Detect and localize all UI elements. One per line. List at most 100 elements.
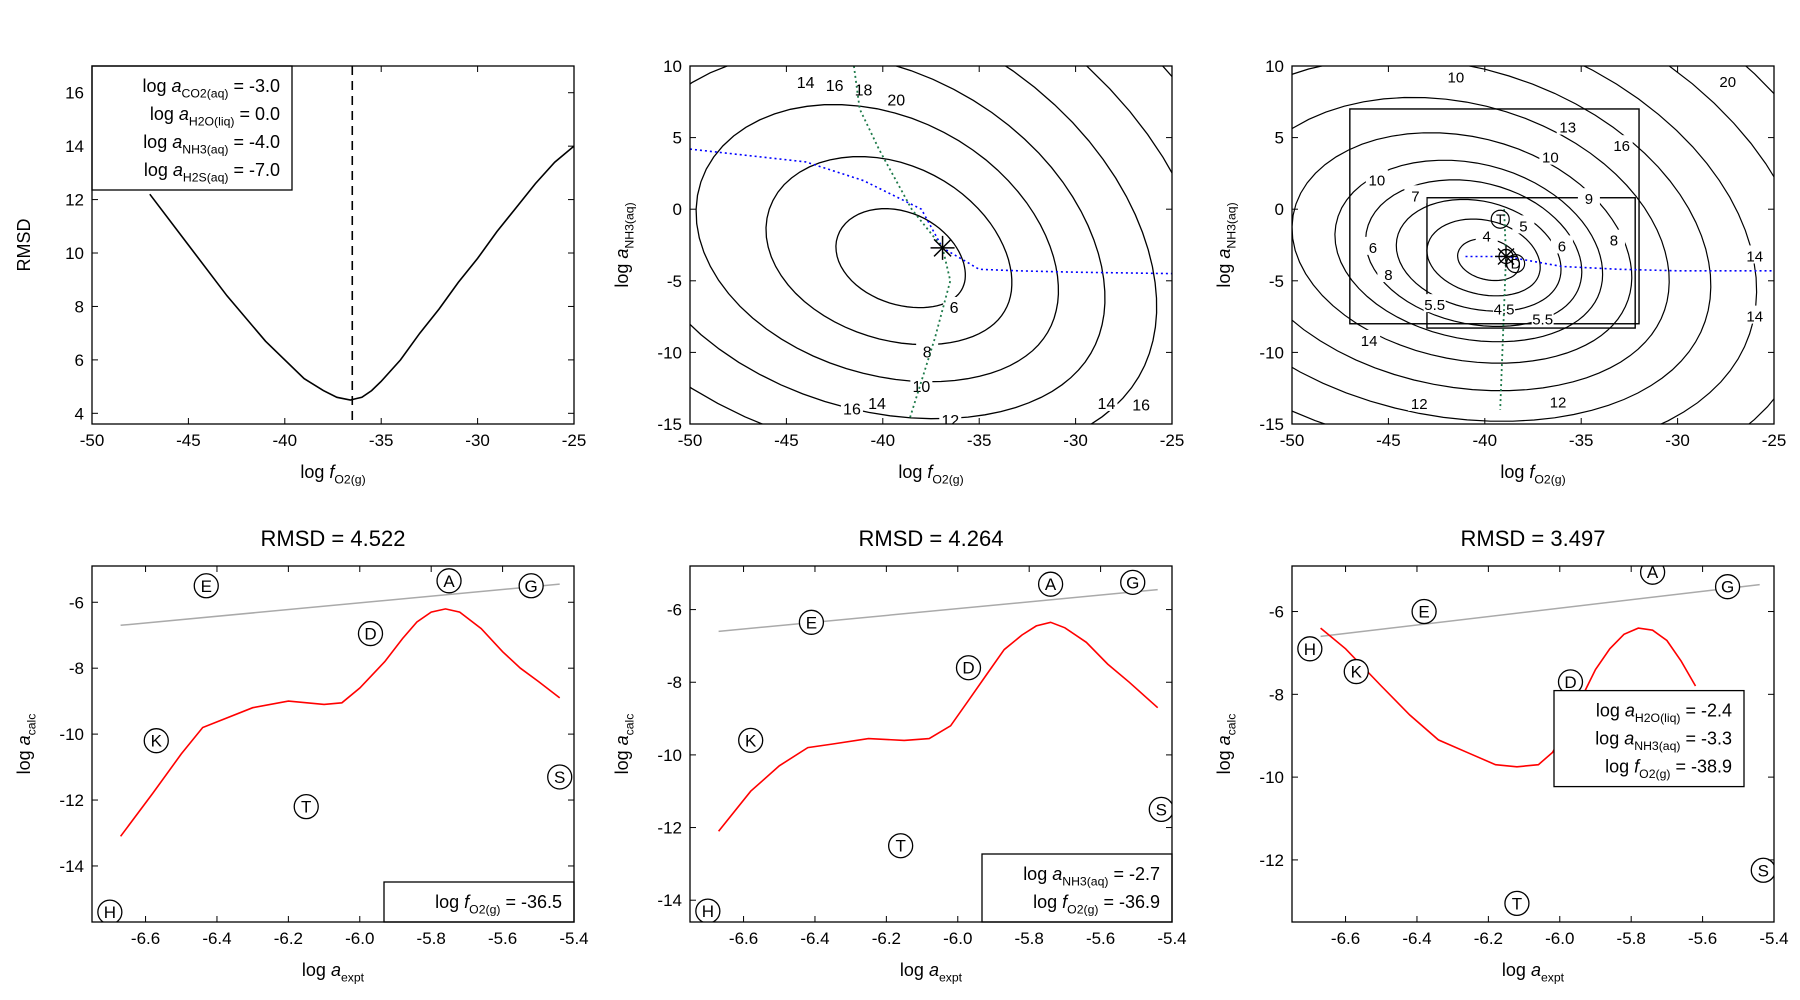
point-marker xyxy=(547,764,573,790)
point-label: K xyxy=(745,731,757,750)
x-tick-label: -6.0 xyxy=(943,929,972,948)
contour-label-bg xyxy=(823,75,846,94)
point-label: G xyxy=(1126,573,1139,592)
contour-label: 16 xyxy=(826,78,844,95)
x-axis-label: log aexpt xyxy=(1502,960,1565,984)
x-tick-label: -6.4 xyxy=(202,929,231,948)
point-marker xyxy=(738,727,764,754)
point-marker xyxy=(798,609,825,635)
point-label: D xyxy=(1564,673,1576,692)
point-label: S xyxy=(1758,861,1769,880)
blue-path xyxy=(690,148,1172,275)
x-tick-label: -45 xyxy=(176,431,201,450)
y-tick-label: -6 xyxy=(69,593,84,612)
contour-label-bg xyxy=(1610,135,1633,154)
x-tick-label: -5.4 xyxy=(559,929,588,948)
point-label: G xyxy=(1721,578,1734,597)
point-label: E xyxy=(201,577,212,596)
y-tick-label: 0 xyxy=(1275,200,1284,219)
point-label: E xyxy=(1418,603,1429,622)
axis-ticks: -50 -45 -40 -35 -30 -25 4 6 8 10 12 14 16 xyxy=(65,66,586,450)
legend-box xyxy=(1553,689,1745,788)
contour-line xyxy=(1395,198,1562,312)
contour-label-bg xyxy=(1095,392,1118,411)
contour-label-bg xyxy=(1550,235,1573,254)
contour-label: 7 xyxy=(1411,188,1419,205)
axis-ticks: -6.6 -6.4 -6.2 -6.0 -5.8 -5.6 -5.4 -12 -10 -8 -6 xyxy=(1259,566,1789,948)
legend-entry: log aNH3(aq) = -3.3 xyxy=(1595,729,1732,753)
point-marker xyxy=(955,655,982,681)
point-label: T xyxy=(895,837,905,856)
contour-label: 16 xyxy=(843,402,861,419)
y-tick-label: -14 xyxy=(59,857,84,876)
contour-label-bg xyxy=(1404,185,1427,204)
y-axis-label: log acalc xyxy=(1214,714,1238,775)
contour-label-bg xyxy=(885,89,908,108)
x-tick-label: -5.4 xyxy=(1157,929,1186,948)
y-tick-label: -12 xyxy=(59,791,84,810)
y-axis-label-group: RMSD xyxy=(14,219,34,272)
green-path xyxy=(853,66,952,419)
plot-frame xyxy=(689,65,1173,425)
x-tick-label: -6.6 xyxy=(729,929,758,948)
contour-label-bg xyxy=(1358,329,1381,348)
y-tick-label: -6 xyxy=(667,601,682,620)
y-tick-label: -10 xyxy=(1259,343,1284,362)
point-label: T xyxy=(301,798,311,817)
contour-label-bg xyxy=(1361,236,1384,255)
x-tick-label: -6.0 xyxy=(345,929,374,948)
contour-label: 9 xyxy=(1585,191,1593,208)
axis-ticks: -6.6 -6.4 -6.2 -6.0 -5.8 -5.6 -5.4 -14 -12 -10 -8 -… xyxy=(59,566,589,948)
point-label: K xyxy=(1351,663,1363,682)
contour-label: 6 xyxy=(950,300,959,317)
plot-frame xyxy=(689,565,1173,923)
x-tick-label: -25 xyxy=(1762,431,1787,450)
y-tick-label: -10 xyxy=(59,725,84,744)
green-path xyxy=(1499,209,1507,410)
contour-label: 12 xyxy=(1550,395,1567,412)
contour-label: 5.5 xyxy=(1424,297,1445,314)
point-label: A xyxy=(443,572,455,591)
x-tick-label: -6.4 xyxy=(800,929,829,948)
y-tick-label: -8 xyxy=(667,673,682,692)
x-tick-label: -6.2 xyxy=(1474,929,1503,948)
legend: log aCO2(aq) = -3.0 log aH2O(liq) = 0.0 lo… xyxy=(91,65,293,191)
x-tick-label: -5.6 xyxy=(488,929,517,948)
contour-label: 8 xyxy=(1610,233,1618,250)
x-tick-label: -50 xyxy=(80,431,105,450)
contour-label-bg xyxy=(1444,66,1467,85)
point-label: E xyxy=(806,613,817,632)
x-tick-label: -25 xyxy=(1160,431,1185,450)
x-tick-label: -6.2 xyxy=(872,929,901,948)
contour-label: 14 xyxy=(1098,396,1116,413)
contour-label-bg xyxy=(1547,391,1570,410)
y-tick-label: -8 xyxy=(1269,685,1284,704)
contour-label: 14 xyxy=(868,396,886,413)
legend-entry: log aCO2(aq) = -3.0 xyxy=(143,76,281,100)
contour-label-bg xyxy=(916,341,939,360)
y-axis-label-group: log acalc xyxy=(612,714,636,775)
point-marker xyxy=(695,898,721,922)
y-axis-label-group: log aNH3(aq) xyxy=(612,202,636,287)
y-axis-label: log aNH3(aq) xyxy=(1214,202,1238,287)
contour-line xyxy=(690,66,1106,420)
plot-area: E A G D K T S H xyxy=(97,568,573,922)
chart-title: RMSD = 4.264 xyxy=(859,526,1004,551)
plot-area: E A G H K D S T xyxy=(1297,566,1774,917)
plot-frame xyxy=(91,565,575,923)
plot-frame xyxy=(1291,65,1775,425)
contour-label-bg xyxy=(1130,394,1153,413)
contour-label-bg xyxy=(939,410,962,424)
contour-label: 14 xyxy=(1746,309,1763,326)
zoom-box xyxy=(1349,108,1640,325)
legend-entry: log aH2O(liq) = -2.4 xyxy=(1596,701,1732,725)
contour-label: 14 xyxy=(1746,248,1763,265)
point-marker xyxy=(143,728,169,754)
point-marker xyxy=(1120,569,1146,595)
legend: log aH2O(liq) = -2.4 log aNH3(aq) = -3.3 l… xyxy=(1553,689,1745,788)
contour-label: 10 xyxy=(1542,150,1559,167)
contour-label-bg xyxy=(852,79,875,98)
x-tick-label: -6.0 xyxy=(1545,929,1574,948)
